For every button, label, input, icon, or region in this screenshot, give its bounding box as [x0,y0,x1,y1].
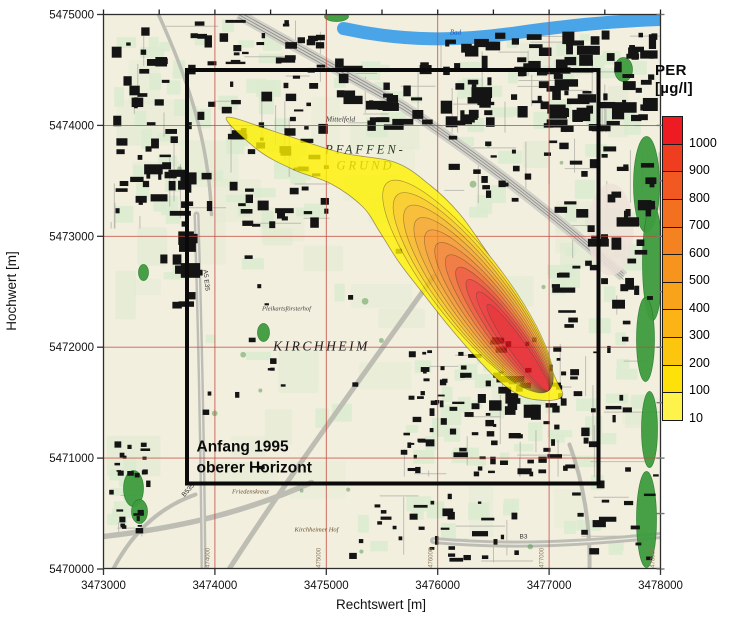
x-tick-label: 3478000 [638,580,683,592]
y-tick-label: 5472000 [49,342,94,354]
legend-level-label: 300 [689,328,710,343]
map-label: Friedenskreuz [231,489,269,496]
legend-colorbar [662,116,683,421]
legend-title: PER [655,62,687,79]
buildings-cluster [109,441,151,534]
map-label: PFAFFEN- [324,143,406,157]
map-label: 3476000 [429,547,435,571]
buildings-cluster [448,135,532,202]
legend: PER [µg/l] 1000 900 800 700 600 500 400 300 200 1… [655,62,732,425]
legend-color-segment [663,143,682,172]
y-tick-label: 5473000 [49,231,94,243]
plume-contour [486,303,550,392]
buildings-cluster [349,493,519,562]
y-axis-title: Hochwert [m] [4,251,19,331]
legend-color-segment [663,117,682,144]
contaminant-plume [225,116,564,401]
y-tick-label: 5471000 [49,453,94,465]
y-tick-label: 5475000 [49,10,94,22]
legend-color-segment [663,226,682,255]
legend-level-label: 100 [689,383,710,398]
legend-level-label: 1000 [689,135,717,150]
map-label: B3 [520,534,528,541]
map-label: 3478000 [651,547,657,571]
model-boundary-frame [185,68,601,486]
legend-level-label: 900 [689,163,710,178]
legend-level-label: 200 [689,355,710,370]
map-label: 3475000 [317,547,323,571]
y-tick-label: 5474000 [49,120,94,132]
legend-level-label: 10 [689,411,703,425]
annotation-line2: oberer Horizont [197,460,312,477]
annotation-line1: Anfang 1995 [197,439,290,456]
legend-color-segment [663,281,682,310]
legend-color-segment [663,171,682,199]
axes: Rechtswert [m] Hochwert [m] 3473000 34740… [4,10,683,613]
map-label: Kirchheimer Hof [294,527,340,534]
buildings-cluster [440,30,658,132]
y-tick-label: 5470000 [49,564,94,576]
map-label: KIRCHHEIM [272,339,370,354]
x-axis-title: Rechtswert [m] [336,597,426,612]
legend-color-segment [663,392,682,421]
map-label: Pleikartsförsterhof [261,306,312,313]
legend-color-segment [663,309,682,338]
x-tick-label: 3475000 [304,580,349,592]
map-label: 3474000 [206,547,212,571]
x-tick-label: 3474000 [193,580,238,592]
legend-unit: [µg/l] [655,80,693,97]
legend-color-segment [663,198,682,227]
map-label: A5 E35 [201,269,210,291]
map-label: Mittelfeld [325,115,355,124]
x-tick-label: 3477000 [527,580,572,592]
buildings-cluster [543,140,657,313]
legend-level-label: 500 [689,273,710,288]
map-place-labels: PFAFFEN-GRUNDMittelfeldKIRCHHEIMPleikart… [181,29,657,571]
buildings-cluster [335,58,433,131]
annotation: Anfang 1995 oberer Horizont [197,439,312,477]
legend-color-segment [663,364,682,393]
legend-color-segment [663,337,682,365]
legend-level-label: 400 [689,300,710,315]
x-tick-label: 3473000 [81,580,126,592]
map-label: 3477000 [540,547,546,571]
legend-level-label: 600 [689,245,710,260]
legend-level-label: 800 [689,190,710,205]
x-tick-label: 3476000 [415,580,460,592]
map-label: Bad [450,29,462,37]
legend-level-label: 700 [689,218,710,233]
legend-color-segment [663,254,682,282]
